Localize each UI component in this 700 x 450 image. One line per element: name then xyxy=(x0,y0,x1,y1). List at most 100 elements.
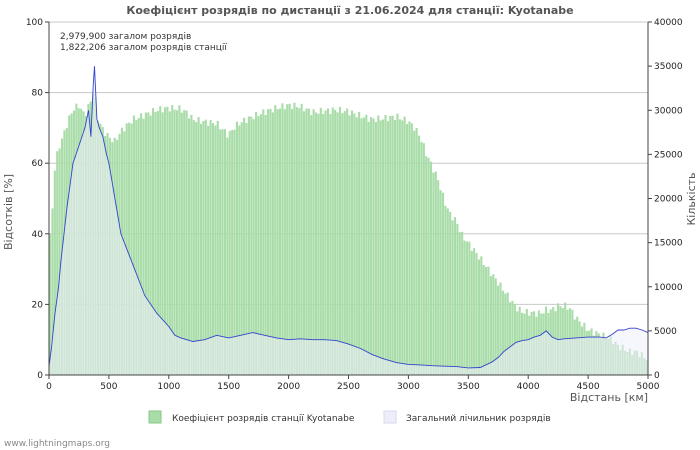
ratio-bar xyxy=(190,114,193,375)
ratio-bar xyxy=(480,256,483,375)
ratio-bar xyxy=(497,285,500,375)
ratio-bar xyxy=(429,161,433,375)
ratio-bar xyxy=(422,143,425,375)
ratio-bar xyxy=(209,119,212,375)
ratio-bar xyxy=(348,115,351,375)
ratio-bar xyxy=(506,292,509,375)
ratio-bar xyxy=(477,259,480,375)
ratio-bar xyxy=(202,120,205,375)
ratio-bar xyxy=(286,104,289,375)
ratio-bar xyxy=(396,113,399,375)
x-tick-label: 3000 xyxy=(397,382,420,392)
ratio-bar xyxy=(367,121,370,375)
ratio-bar xyxy=(473,248,476,375)
ratio-bar xyxy=(468,241,471,375)
ratio-bar xyxy=(307,108,310,375)
legend-label-count: Загальний лічильник розрядів xyxy=(406,414,551,424)
x-tick-label: 1000 xyxy=(157,382,180,392)
ratio-bar xyxy=(437,180,440,375)
legend-swatch-count xyxy=(383,410,397,424)
ratio-bar xyxy=(439,190,442,375)
ratio-bar xyxy=(370,117,373,375)
ratio-bar xyxy=(410,123,413,375)
ratio-bar xyxy=(269,108,272,375)
ratio-bar xyxy=(394,119,397,375)
y-right-tick-label: 10000 xyxy=(654,283,683,293)
ratio-bar xyxy=(338,106,342,375)
ratio-bar xyxy=(49,233,52,375)
ratio-bar xyxy=(288,103,291,375)
y-left-tick-label: 60 xyxy=(32,159,44,169)
ratio-bar xyxy=(243,117,246,375)
ratio-bar xyxy=(432,172,435,375)
ratio-bar xyxy=(164,107,167,375)
ratio-bar xyxy=(233,129,236,375)
ratio-bar xyxy=(341,113,344,375)
ratio-bar xyxy=(259,114,262,375)
ratio-bar xyxy=(379,120,382,376)
ratio-bar xyxy=(142,118,145,376)
ratio-bar xyxy=(346,108,349,375)
ratio-bar xyxy=(199,123,203,375)
ratio-bar xyxy=(475,253,478,375)
ratio-bar xyxy=(343,111,346,375)
ratio-bar xyxy=(207,125,210,375)
y-left-tick-label: 20 xyxy=(32,300,44,310)
ratio-bar xyxy=(427,157,430,375)
ratio-bar xyxy=(240,122,243,376)
ratio-bar xyxy=(511,300,514,375)
ratio-bar xyxy=(501,290,504,375)
ratio-bar xyxy=(204,119,207,376)
ratio-bar xyxy=(183,110,186,375)
ratio-bar xyxy=(247,116,250,376)
ratio-bar xyxy=(319,107,322,375)
ratio-bar xyxy=(221,129,224,375)
ratio-bar xyxy=(465,241,468,375)
ratio-bar xyxy=(317,113,320,375)
ratio-bar xyxy=(267,109,270,376)
x-axis-label: Відстань [км] xyxy=(570,391,648,404)
ratio-bar xyxy=(499,282,502,375)
ratio-bar xyxy=(401,120,404,375)
ratio-bar xyxy=(135,120,138,375)
ratio-bar xyxy=(293,102,296,376)
ratio-bar xyxy=(417,135,421,375)
ratio-bar xyxy=(276,109,279,375)
ratio-bar xyxy=(128,122,131,375)
ratio-bar xyxy=(470,250,473,375)
ratio-bar xyxy=(279,108,282,375)
ratio-bar xyxy=(350,110,353,375)
y-right-tick-label: 0 xyxy=(654,371,660,381)
ratio-bar xyxy=(324,110,327,375)
ratio-bar xyxy=(252,119,255,375)
y-right-tick-label: 30000 xyxy=(654,106,683,116)
ratio-bar xyxy=(257,116,260,376)
chart-title: Коефіцієнт розрядів по дистанції з 21.06… xyxy=(126,4,573,17)
ratio-bar xyxy=(274,105,277,375)
count-area xyxy=(49,66,648,375)
ratio-bar xyxy=(509,302,512,375)
right-axis-label: Кількість xyxy=(685,172,698,225)
ratio-bar xyxy=(211,123,215,375)
ratio-bar xyxy=(159,106,162,376)
y-right-tick-label: 25000 xyxy=(654,150,683,160)
ratio-bar xyxy=(173,109,176,376)
ratio-bar xyxy=(482,265,485,375)
ratio-bar xyxy=(314,112,318,376)
ratio-bar xyxy=(298,108,301,376)
ratio-bar xyxy=(408,121,411,376)
ratio-bar xyxy=(398,119,401,375)
ratio-bar xyxy=(223,129,227,375)
ratio-bar xyxy=(446,208,449,375)
ratio-bar xyxy=(329,113,332,376)
y-left-tick-label: 0 xyxy=(37,371,43,381)
ratio-bar xyxy=(51,208,54,375)
ratio-bar xyxy=(132,115,135,375)
ratio-bar xyxy=(192,120,195,375)
left-axis-label: Відсотків [%] xyxy=(2,174,15,250)
x-tick-label: 4000 xyxy=(517,382,540,392)
ratio-bar xyxy=(264,114,267,376)
ratio-bar xyxy=(156,110,159,375)
ratio-bar xyxy=(147,112,150,375)
